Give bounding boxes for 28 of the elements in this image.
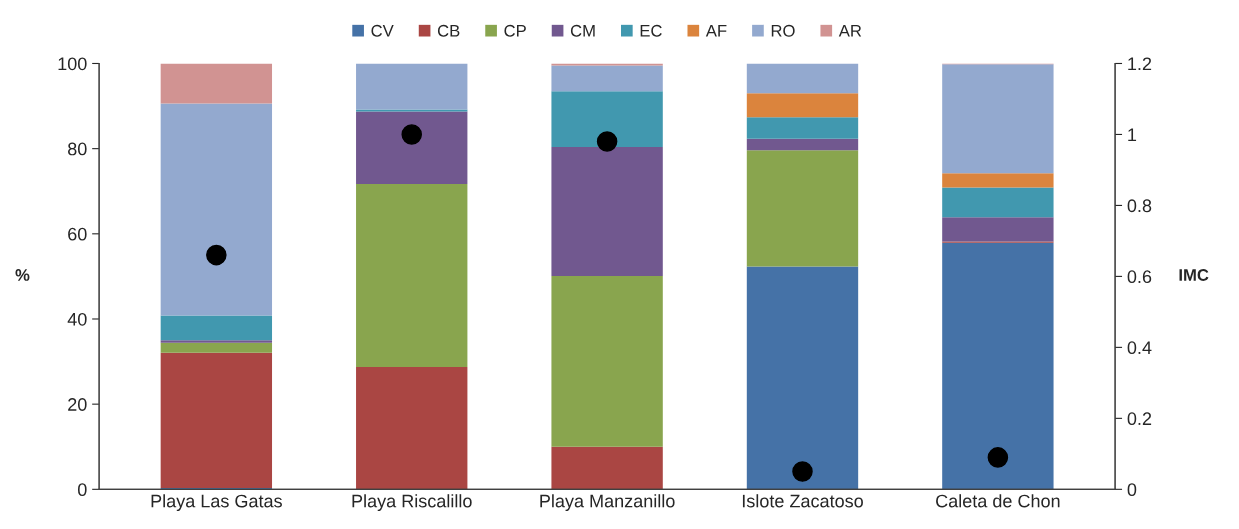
legend-label: RO (771, 24, 795, 37)
x-tick-label: Playa Manzanillo (540, 494, 675, 512)
y2-tick-label: 0.8 (1127, 199, 1152, 213)
y-axis-title: % (15, 269, 30, 281)
legend-label: CV (371, 24, 394, 37)
y-tick-label: 80 (68, 142, 87, 156)
legend-label: AF (705, 25, 727, 37)
legend-label: EC (640, 24, 662, 37)
y-tick-label: 60 (68, 227, 87, 241)
legend-label: CB (437, 24, 460, 37)
y-tick-label: 20 (68, 398, 87, 411)
y2-tick-label: 0.6 (1127, 270, 1152, 284)
y2-tick-label: 0.4 (1127, 341, 1152, 355)
x-tick-label: Islote Zacatoso (742, 494, 863, 508)
y-tick-label: 40 (67, 312, 87, 326)
y2-tick-label: 0.2 (1127, 412, 1152, 426)
y2-axis-title: IMC (1179, 269, 1209, 281)
legend-label: CM (570, 24, 595, 37)
x-tick-label: Playa Riscalillo (352, 494, 472, 512)
legend-label: CP (504, 24, 526, 37)
x-tick-label: Playa Las Gatas (151, 494, 282, 512)
y-tick-label: 100 (58, 57, 87, 71)
x-tick-label: Caleta de Chon (936, 494, 1060, 508)
y-tick-label: 0 (77, 483, 87, 497)
y2-tick-label: 1 (1128, 128, 1137, 141)
y2-tick-label: 1.2 (1128, 57, 1152, 71)
y2-tick-label: 0 (1127, 483, 1137, 497)
legend-label: AR (838, 25, 862, 37)
